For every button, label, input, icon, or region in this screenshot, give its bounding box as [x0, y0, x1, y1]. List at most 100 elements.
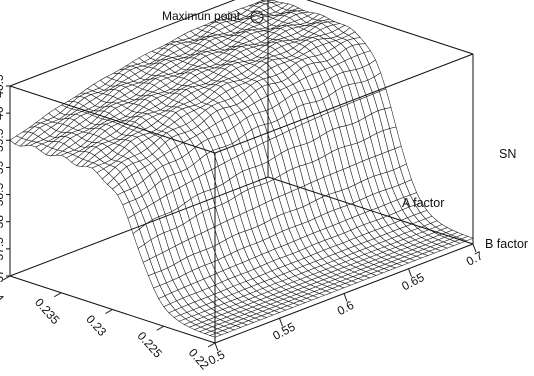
surface-cell-fill	[223, 267, 235, 280]
surface-cell-fill	[212, 52, 224, 57]
surface-cell-fill	[65, 108, 77, 115]
surface-cell-fill	[255, 164, 268, 185]
surface-cell-fill	[60, 107, 72, 115]
surface-cell-fill	[336, 243, 349, 252]
surface-cell-fill	[302, 31, 314, 38]
surface-cell-fill	[283, 211, 296, 229]
surface-cell-fill	[189, 215, 202, 237]
surface-cell-fill	[218, 256, 230, 271]
surface-cell-fill	[414, 212, 426, 222]
surface-cell-fill	[239, 16, 252, 20]
surface-cell-fill	[337, 233, 350, 243]
box-edge	[267, 176, 474, 245]
surface-cell-fill	[127, 214, 140, 234]
surface-cell-fill	[207, 72, 219, 80]
surface-cell-fill	[276, 133, 288, 153]
surface-cell-fill	[219, 239, 231, 257]
surface-cell-fill	[168, 122, 180, 130]
surface-cell-fill	[277, 274, 289, 281]
surface-cell-fill	[55, 132, 67, 138]
surface-cell-fill	[30, 142, 43, 147]
surface-cell-fill	[79, 119, 91, 128]
surface-cell-fill	[165, 211, 177, 231]
surface-cell-fill	[183, 295, 195, 305]
surface-cell-fill	[226, 286, 239, 295]
surface-cell-fill	[189, 53, 201, 58]
surface-cell-fill	[253, 112, 265, 127]
surface-cell-fill	[275, 25, 287, 29]
surface-cell-fill	[75, 111, 88, 116]
surface-cell-fill	[239, 31, 251, 38]
surface-cell-fill	[207, 227, 220, 247]
surface-cell-fill	[349, 237, 362, 247]
surface-cell-fill	[169, 246, 181, 265]
surface-cell-fill	[176, 85, 188, 90]
surface-cell-fill	[220, 220, 233, 240]
x-tick-mark	[472, 243, 477, 253]
surface-cell-fill	[317, 250, 329, 259]
surface-cell-fill	[144, 78, 156, 84]
surface-cell-fill	[190, 69, 202, 76]
surface-cell-fill	[229, 175, 242, 198]
surface-cell-fill	[147, 62, 160, 68]
surface-cell-fill	[336, 169, 349, 191]
surface-cell-fill	[153, 285, 166, 299]
surface-cell-fill	[178, 203, 190, 225]
surface-cell-fill	[79, 93, 92, 98]
surface-cell-fill	[119, 65, 132, 70]
surface-cell-fill	[321, 212, 333, 229]
surface-cell-fill	[393, 228, 405, 236]
surface-cell-fill	[106, 73, 119, 79]
surface-cell-fill	[316, 99, 328, 116]
surface-cell-fill	[87, 134, 99, 143]
surface-cell-fill	[20, 139, 32, 147]
surface-cell-fill	[219, 64, 232, 69]
surface-cell-fill	[178, 132, 190, 143]
surface-cell-fill	[294, 145, 306, 167]
surface-cell-fill	[48, 136, 61, 142]
surface-cell-fill	[270, 75, 282, 84]
surface-cell-fill	[232, 233, 244, 251]
surface-cell-fill	[353, 99, 366, 122]
surface-cell-fill	[322, 256, 334, 264]
surface-cell-fill	[210, 81, 223, 85]
surface-cell-fill	[218, 49, 231, 53]
surface-cell-fill	[303, 102, 315, 122]
surface-cell-fill	[238, 231, 251, 248]
surface-cell-fill	[93, 128, 106, 137]
surface-cell-fill	[260, 182, 273, 203]
surface-cell-fill	[143, 132, 156, 139]
surface-cell-fill	[151, 120, 163, 130]
surface-cell-fill	[258, 124, 270, 143]
surface-cell-fill	[314, 215, 327, 231]
surface-cell-fill	[287, 147, 300, 169]
surface-cell-fill	[215, 204, 228, 224]
surface-cell-fill	[335, 251, 347, 259]
surface-cell-fill	[215, 282, 227, 292]
surface-cell-fill	[133, 78, 146, 83]
surface-cell-fill	[137, 82, 150, 90]
surface-cell-fill	[92, 165, 104, 173]
surface-cell-fill	[183, 72, 196, 81]
surface-cell-fill	[163, 303, 176, 313]
surface-cell-fill	[145, 95, 157, 102]
surface-cell-fill	[154, 270, 167, 286]
surface-cell-fill	[291, 260, 303, 269]
surface-cell-fill	[165, 106, 178, 111]
surface-cell-fill	[338, 60, 350, 73]
surface-cell-fill	[289, 127, 301, 148]
surface-cell-fill	[220, 289, 233, 297]
y-tick-mark	[105, 309, 113, 314]
surface-cell-fill	[168, 93, 180, 101]
surface-cell-fill	[322, 194, 335, 213]
surface-cell-fill	[327, 110, 340, 130]
surface-cell-fill	[313, 230, 325, 243]
surface-cell-fill	[104, 159, 117, 166]
surface-cell-fill	[71, 102, 84, 111]
surface-cell-fill	[304, 88, 317, 103]
box-edge	[9, 176, 269, 277]
y-tick-label: 0.23	[83, 312, 109, 339]
surface-cell-fill	[352, 44, 365, 56]
surface-cell-fill	[320, 132, 332, 156]
